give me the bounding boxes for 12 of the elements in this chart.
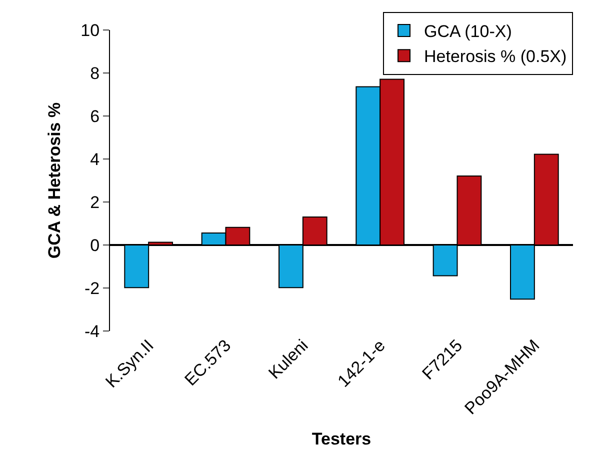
y-tick-label: 6 xyxy=(90,106,100,126)
legend-label: GCA (10-X) xyxy=(424,22,512,42)
y-tick-label: -4 xyxy=(84,322,100,341)
y-axis-title: GCA & Heterosis % xyxy=(45,102,64,259)
y-tick-label: -2 xyxy=(84,278,100,298)
y-tick-label: 10 xyxy=(80,20,100,40)
y-tick-label: 2 xyxy=(90,192,100,212)
y-tick-label: 4 xyxy=(90,150,100,169)
x-axis-title: Testers xyxy=(312,430,372,449)
legend-label: Heterosis % (0.5X) xyxy=(424,47,567,66)
y-tick-label: 8 xyxy=(90,64,100,83)
y-tick-label: 0 xyxy=(90,236,100,255)
